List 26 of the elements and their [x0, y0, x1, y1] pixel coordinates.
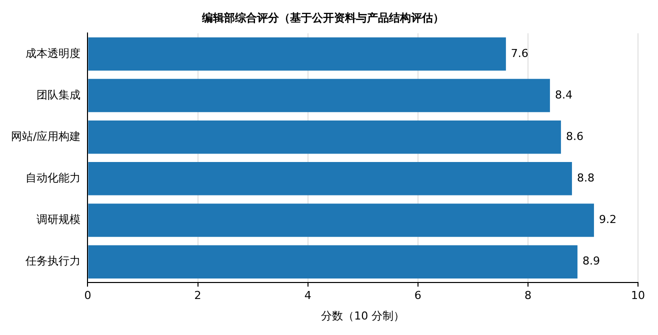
- data-label: 8.4: [554, 88, 572, 102]
- data-label: 9.2: [598, 213, 616, 226]
- bar: [88, 120, 561, 154]
- y-tick-label: 团队集成: [36, 88, 81, 102]
- x-tick-label: 6: [414, 289, 422, 302]
- y-tick-label: 任务执行力: [24, 254, 81, 268]
- x-axis-title: 分数（10 分制）: [321, 309, 405, 322]
- x-tick-label: 4: [304, 289, 312, 302]
- chart-title: 编辑部综合评分（基于公开资料与产品结构评估）: [201, 11, 444, 24]
- bar: [88, 162, 572, 196]
- x-tick-label: 2: [194, 289, 202, 302]
- data-label: 8.8: [576, 172, 594, 185]
- y-tick-label: 自动化能力: [26, 172, 81, 185]
- y-tick-label: 成本透明度: [26, 46, 81, 60]
- bar: [88, 245, 578, 278]
- data-label: 7.6: [510, 46, 528, 60]
- bar: [88, 37, 506, 71]
- data-label: 8.6: [566, 130, 584, 143]
- y-tick-label: 调研规模: [36, 213, 81, 226]
- data-label: 8.9: [582, 254, 600, 268]
- x-tick-label: 8: [524, 289, 532, 302]
- bar: [88, 78, 550, 112]
- bar: [88, 204, 594, 237]
- x-tick-label: 0: [84, 289, 92, 302]
- x-tick-label: 10: [631, 289, 645, 302]
- y-tick-label: 网站/应用构建: [10, 130, 81, 143]
